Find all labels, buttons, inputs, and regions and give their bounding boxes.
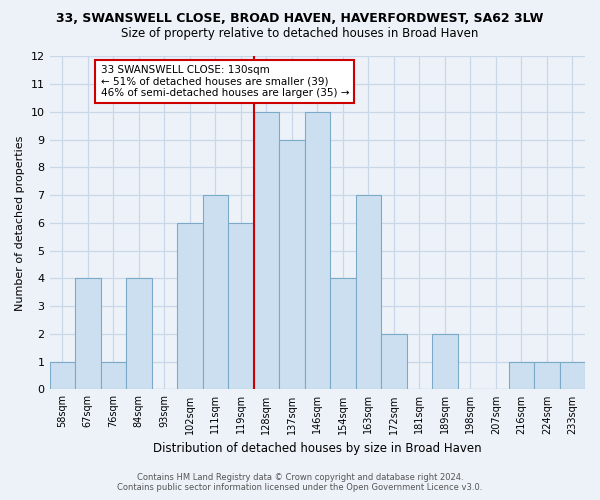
Bar (381, 334, 407, 390)
Bar (305, 112, 330, 390)
Text: 33, SWANSWELL CLOSE, BROAD HAVEN, HAVERFORDWEST, SA62 3LW: 33, SWANSWELL CLOSE, BROAD HAVEN, HAVERF… (56, 12, 544, 26)
Bar (203, 195, 228, 390)
X-axis label: Distribution of detached houses by size in Broad Haven: Distribution of detached houses by size … (153, 442, 482, 455)
Bar (254, 112, 279, 390)
Bar (50, 362, 75, 390)
Bar (228, 223, 254, 390)
Bar (330, 278, 356, 390)
Bar (356, 195, 381, 390)
Bar (509, 362, 534, 390)
Bar (75, 278, 101, 390)
Bar (279, 140, 305, 390)
Bar (101, 362, 126, 390)
Text: Size of property relative to detached houses in Broad Haven: Size of property relative to detached ho… (121, 28, 479, 40)
Bar (177, 223, 203, 390)
Bar (126, 278, 152, 390)
Text: 33 SWANSWELL CLOSE: 130sqm
← 51% of detached houses are smaller (39)
46% of semi: 33 SWANSWELL CLOSE: 130sqm ← 51% of deta… (101, 65, 349, 98)
Text: Contains HM Land Registry data © Crown copyright and database right 2024.
Contai: Contains HM Land Registry data © Crown c… (118, 473, 482, 492)
Bar (560, 362, 585, 390)
Bar (534, 362, 560, 390)
Bar (432, 334, 458, 390)
Y-axis label: Number of detached properties: Number of detached properties (15, 136, 25, 310)
